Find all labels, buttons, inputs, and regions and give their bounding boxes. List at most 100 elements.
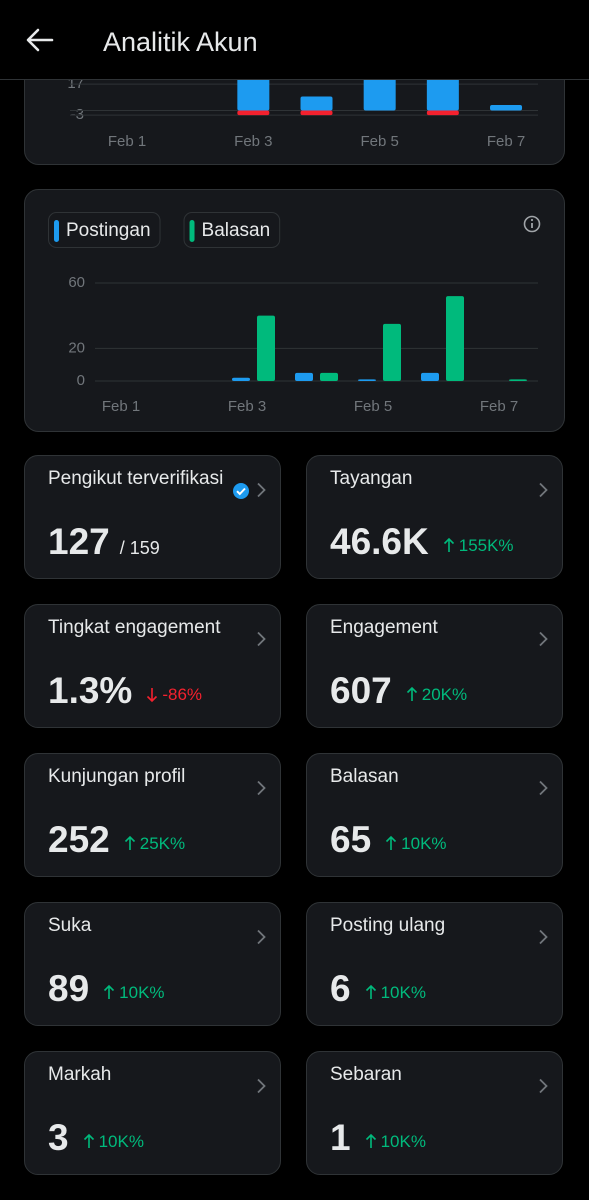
y-tick-label: 20 bbox=[68, 339, 85, 356]
trend-arrow bbox=[147, 688, 158, 703]
stat-change: -86% bbox=[146, 685, 202, 705]
stat-label: Tayangan bbox=[330, 468, 413, 489]
trend-arrow bbox=[386, 835, 397, 850]
stat-change: 10K% bbox=[83, 1132, 144, 1152]
stat-row: 252 25K% bbox=[48, 818, 185, 862]
stat-change-text: 10K% bbox=[380, 1131, 426, 1151]
trend-arrow bbox=[365, 1133, 376, 1148]
stat-row: 6 10K% bbox=[330, 967, 426, 1011]
stat-change-text: 155K% bbox=[458, 535, 514, 555]
legend-item[interactable]: Postingan bbox=[48, 212, 161, 248]
stat-card[interactable]: Balasan 65 10K% bbox=[306, 753, 563, 877]
legend-box bbox=[183, 212, 281, 248]
stat-label: Balasan bbox=[330, 766, 399, 787]
stat-change-text: 10K% bbox=[380, 982, 426, 1002]
stat-change-text: 25K% bbox=[139, 833, 186, 853]
stat-card[interactable]: Engagement 607 20K% bbox=[306, 604, 563, 728]
chevron bbox=[539, 780, 548, 796]
info-icon[interactable] bbox=[523, 215, 541, 233]
stat-change-text: 10K% bbox=[119, 982, 165, 1002]
stat-value: 127 bbox=[48, 521, 110, 562]
legend-swatch bbox=[189, 220, 195, 242]
stat-card[interactable]: Markah 3 10K% bbox=[24, 1051, 281, 1175]
stat-change-text: 10K% bbox=[401, 833, 447, 853]
stat-value: 252 bbox=[48, 819, 110, 860]
stat-label: Posting ulang bbox=[330, 915, 446, 936]
x-tick-label: Feb 5 bbox=[361, 133, 399, 150]
stat-label: Tingkat engagement bbox=[48, 617, 221, 638]
x-tick-label: Feb 7 bbox=[487, 133, 525, 150]
stat-row: 607 20K% bbox=[330, 669, 467, 713]
stat-row: 3 10K% bbox=[48, 1116, 144, 1160]
stat-row: 1 10K% bbox=[330, 1116, 426, 1160]
trend-arrow bbox=[83, 1133, 94, 1148]
stat-change: 25K% bbox=[124, 834, 185, 854]
stat-total: / 159 bbox=[119, 538, 160, 558]
chevron bbox=[539, 631, 548, 647]
stat-change-text: -86% bbox=[162, 684, 203, 704]
stat-card[interactable]: Pengikut terverifikasi 127 / 159 bbox=[24, 455, 281, 579]
x-tick-label: Feb 1 bbox=[108, 133, 146, 150]
bar bbox=[232, 377, 250, 381]
stat-value: 46.6K bbox=[330, 521, 429, 562]
stat-change: 10K% bbox=[385, 833, 447, 854]
back-button[interactable] bbox=[26, 28, 54, 52]
bar bbox=[300, 110, 333, 116]
stat-row: 127 / 159 bbox=[48, 520, 160, 564]
chevron bbox=[539, 1078, 548, 1094]
stat-change: 10K% bbox=[365, 1132, 426, 1152]
stat-label: Markah bbox=[48, 1064, 112, 1085]
stat-card[interactable]: Sebaran 1 10K% bbox=[306, 1051, 563, 1175]
verified-badge bbox=[233, 483, 249, 499]
stat-value: 607 bbox=[330, 670, 392, 711]
stat-card[interactable]: Tayangan 46.6K 155K% bbox=[306, 455, 563, 579]
stat-change: 10K% bbox=[365, 983, 426, 1003]
trend-arrow bbox=[104, 984, 115, 999]
stat-value: 65 bbox=[330, 819, 372, 860]
stat-row: 89 10K% bbox=[48, 967, 165, 1011]
chart-card bbox=[24, 189, 565, 432]
trend-arrow bbox=[443, 537, 454, 552]
stat-label: Sebaran bbox=[330, 1064, 402, 1085]
chevron bbox=[257, 780, 266, 796]
stat-value: 1 bbox=[330, 1117, 351, 1158]
x-tick-label: Feb 3 bbox=[228, 398, 266, 415]
stat-change-text: 20K% bbox=[421, 684, 468, 704]
bar bbox=[320, 372, 338, 381]
x-tick-label: Feb 7 bbox=[480, 398, 518, 415]
trend-arrow bbox=[124, 835, 135, 850]
y-tick-label: 60 bbox=[68, 274, 85, 291]
bar bbox=[509, 379, 527, 381]
legend-item[interactable]: Balasan bbox=[183, 212, 281, 248]
stat-value: 3 bbox=[48, 1117, 69, 1158]
bar bbox=[295, 372, 313, 381]
stat-card[interactable]: Tingkat engagement 1.3% -86% bbox=[24, 604, 281, 728]
chevron bbox=[539, 482, 548, 498]
legend-label: Postingan bbox=[66, 220, 151, 241]
header-title: Analitik Akun bbox=[103, 27, 258, 57]
chevron bbox=[257, 482, 266, 498]
stat-row: 65 10K% bbox=[330, 818, 447, 862]
bar bbox=[358, 379, 376, 381]
bar bbox=[300, 96, 333, 111]
chevron bbox=[257, 929, 266, 945]
bar bbox=[421, 372, 439, 381]
y-tick-label: -3 bbox=[71, 106, 84, 123]
stat-card[interactable]: Suka 89 10K% bbox=[24, 902, 281, 1026]
bar bbox=[383, 323, 401, 381]
stat-change: 155K% bbox=[443, 536, 514, 556]
header: Analitik Akun bbox=[0, 0, 589, 80]
stat-change-text: 10K% bbox=[98, 1131, 144, 1151]
stat-label: Pengikut terverifikasi bbox=[48, 468, 224, 489]
stat-card[interactable]: Posting ulang 6 10K% bbox=[306, 902, 563, 1026]
x-tick-label: Feb 1 bbox=[102, 398, 140, 415]
x-tick-label: Feb 3 bbox=[234, 133, 272, 150]
stat-card[interactable]: Kunjungan profil 252 25K% bbox=[24, 753, 281, 877]
chevron bbox=[257, 1078, 266, 1094]
stat-value: 6 bbox=[330, 968, 351, 1009]
bar bbox=[446, 296, 464, 381]
y-tick-label: 0 bbox=[77, 372, 85, 389]
stat-value: 89 bbox=[48, 968, 90, 1009]
legend-box bbox=[48, 212, 161, 248]
x-tick-label: Feb 5 bbox=[354, 398, 392, 415]
